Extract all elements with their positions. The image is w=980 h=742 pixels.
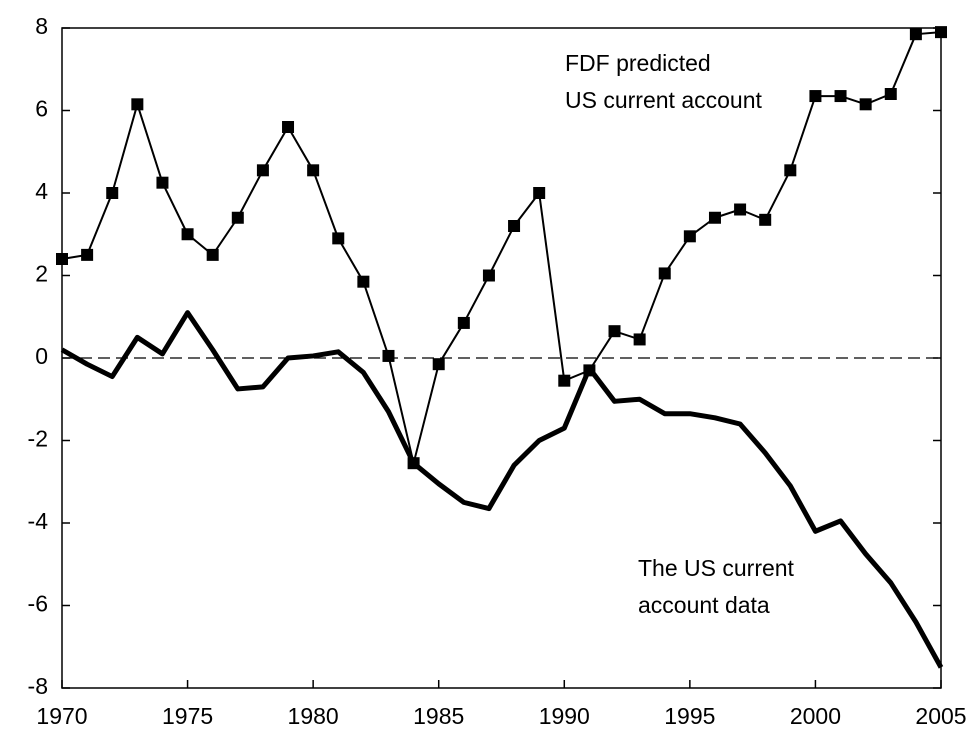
- marker: [859, 98, 872, 111]
- marker: [382, 349, 395, 362]
- marker: [633, 333, 646, 346]
- marker: [708, 211, 721, 224]
- marker: [56, 253, 68, 265]
- marker: [608, 325, 621, 338]
- x-tick-label: 1990: [539, 703, 590, 729]
- marker: [256, 164, 269, 177]
- annotation: The US current: [638, 555, 795, 581]
- marker: [482, 269, 495, 282]
- marker: [909, 28, 922, 41]
- marker: [784, 164, 797, 177]
- marker: [332, 232, 345, 245]
- annotation: account data: [638, 592, 770, 618]
- marker: [658, 267, 671, 280]
- series-line: [61, 31, 942, 465]
- annotation: US current account: [565, 87, 762, 113]
- marker: [935, 26, 947, 39]
- y-tick-label: -6: [28, 591, 48, 617]
- y-tick-label: 4: [35, 178, 48, 204]
- y-tick-label: 6: [35, 96, 48, 122]
- marker: [206, 248, 219, 261]
- marker: [759, 213, 772, 226]
- y-tick-label: 0: [35, 343, 48, 369]
- marker: [809, 90, 822, 103]
- marker: [81, 248, 94, 261]
- annotation: FDF predicted: [565, 50, 711, 76]
- marker: [231, 211, 244, 224]
- x-tick-label: 2005: [915, 703, 966, 729]
- marker: [834, 90, 847, 103]
- y-tick-label: -4: [28, 508, 49, 534]
- marker: [307, 164, 320, 177]
- marker: [683, 230, 696, 243]
- y-tick-label: -2: [28, 426, 48, 452]
- marker: [734, 203, 747, 216]
- marker: [131, 98, 144, 111]
- marker: [357, 275, 370, 288]
- marker: [533, 187, 546, 199]
- marker: [457, 316, 470, 329]
- y-tick-label: 2: [35, 261, 48, 287]
- x-tick-label: 1975: [162, 703, 213, 729]
- x-tick-label: 1970: [36, 703, 87, 729]
- marker: [106, 187, 119, 199]
- y-tick-label: 8: [35, 13, 48, 39]
- marker: [884, 88, 897, 100]
- x-tick-label: 1980: [288, 703, 339, 729]
- y-tick-label: -8: [28, 673, 48, 699]
- x-tick-label: 1995: [664, 703, 715, 729]
- x-tick-label: 1985: [413, 703, 464, 729]
- series-line: [60, 310, 944, 669]
- marker: [558, 374, 571, 387]
- marker: [282, 121, 295, 133]
- x-tick-label: 2000: [790, 703, 841, 729]
- marker: [508, 220, 521, 232]
- marker: [432, 358, 445, 371]
- marker: [156, 176, 169, 189]
- marker: [181, 228, 194, 241]
